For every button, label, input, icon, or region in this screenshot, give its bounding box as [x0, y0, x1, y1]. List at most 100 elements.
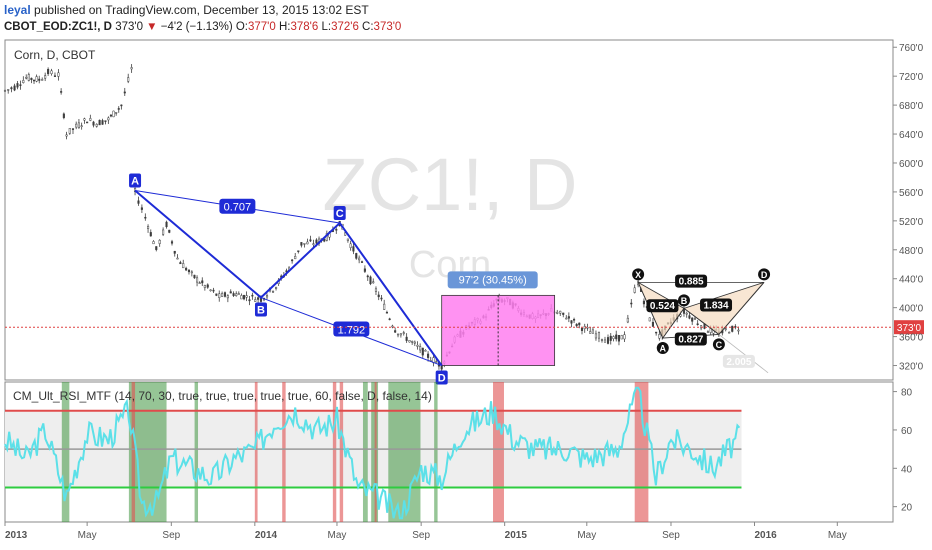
- rsi-tick-label: 80: [901, 388, 913, 399]
- change-value: −4'2 (−1.13%): [160, 21, 233, 33]
- candle-body: [109, 114, 113, 117]
- candle-body: [731, 325, 734, 332]
- candle-body: [642, 300, 645, 305]
- candle-body: [586, 327, 589, 329]
- candle-body: [385, 311, 388, 314]
- candle-body: [185, 267, 188, 271]
- abcd-pattern: 0.707 1.792 A B C D: [129, 173, 448, 385]
- candle-body: [206, 284, 209, 288]
- candle-body: [388, 318, 391, 321]
- candle-body: [13, 85, 16, 91]
- abcd-point-b-bg: [254, 302, 267, 317]
- candle-body: [609, 335, 612, 341]
- candle-body: [297, 250, 300, 252]
- candle-body: [291, 259, 294, 262]
- candle-body: [421, 347, 424, 356]
- rsi-tick-label: 20: [901, 503, 913, 514]
- abcd-ratio-ac: 0.707: [224, 202, 252, 214]
- candle-body: [594, 333, 598, 339]
- candle-body: [374, 288, 378, 292]
- candle-body: [165, 221, 168, 228]
- candle-body: [377, 294, 380, 298]
- candle-body: [98, 119, 101, 126]
- candle-body: [589, 331, 592, 334]
- candle-body: [312, 243, 315, 245]
- bat-point-x: X: [635, 270, 641, 280]
- candle-body: [182, 263, 185, 269]
- price-tick-label: 320'0: [899, 362, 924, 373]
- publisher-link[interactable]: leyal: [4, 3, 31, 17]
- candle-body: [435, 361, 438, 363]
- candle-body: [424, 350, 427, 352]
- abcd-zigzag: [134, 189, 443, 367]
- rsi-panel: [4, 382, 742, 522]
- time-tick-label: May: [78, 530, 97, 541]
- candle-body: [380, 297, 383, 300]
- candle-body: [68, 128, 71, 134]
- bat-ratio-4-bg: [722, 354, 755, 368]
- symbol-label: CBOT_EOD:ZC1!, D: [4, 21, 112, 33]
- candle-body: [300, 242, 303, 246]
- time-tick-label: 2014: [255, 530, 278, 541]
- candle-body: [626, 317, 629, 323]
- candle-body: [41, 79, 44, 81]
- candle-body: [413, 341, 416, 344]
- candle-body: [71, 128, 75, 130]
- candle-body: [38, 78, 41, 81]
- candle-body: [399, 333, 402, 336]
- candle-body: [25, 77, 28, 79]
- bat-ratio-1-bg: [675, 274, 708, 288]
- candle-body: [346, 238, 349, 241]
- candle-body: [152, 241, 155, 245]
- candle-body: [19, 84, 22, 86]
- candle-body: [65, 134, 68, 137]
- candle-body: [591, 329, 595, 334]
- candle-body: [112, 110, 115, 118]
- bat-ratio-3-bg: [674, 332, 707, 346]
- candle-body: [60, 91, 63, 93]
- price-tick-label: 640'0: [899, 130, 924, 141]
- candle-body: [315, 239, 318, 244]
- candle-body: [578, 322, 581, 326]
- rsi-overbought-band: [374, 382, 377, 522]
- candle-body: [251, 294, 254, 297]
- candle-body: [600, 339, 604, 341]
- candle-body: [623, 334, 626, 340]
- candle-body: [190, 271, 193, 274]
- price-tick-label: 440'0: [899, 275, 924, 286]
- candle-body: [360, 261, 364, 263]
- abcd-point-a: A: [131, 175, 139, 187]
- candle-body: [696, 323, 699, 326]
- rsi-overbought-band: [339, 382, 344, 522]
- candle-body: [265, 295, 269, 298]
- price-tick-label: 600'0: [899, 159, 924, 170]
- candle-body: [559, 310, 562, 314]
- close-label: C:: [362, 21, 374, 33]
- candle-body: [606, 337, 610, 344]
- last-price-line: 373'0: [5, 320, 924, 335]
- main-chart-title: Corn, D, CBOT: [14, 48, 96, 62]
- candle-body: [117, 108, 120, 110]
- candle-body: [620, 335, 623, 340]
- bat-point-b: B: [681, 296, 688, 306]
- main-grid: [4, 39, 894, 381]
- high-label: H:: [278, 21, 291, 33]
- candle-body: [115, 112, 118, 114]
- candle-body: [170, 241, 174, 244]
- bat-ratio-2-bg: [700, 298, 733, 312]
- candle-body: [47, 69, 50, 75]
- candle-body: [575, 323, 578, 327]
- abcd-point-c-bg: [333, 206, 346, 221]
- candle-body: [728, 331, 731, 334]
- low-label: L:: [321, 21, 332, 33]
- candle-body: [257, 297, 260, 300]
- candle-body: [198, 282, 201, 284]
- candle-body: [30, 77, 33, 80]
- projection-label: 97'2 (30.45%): [459, 274, 527, 286]
- publish-line: leyal published on TradingView.com, Dece…: [4, 3, 369, 17]
- bat-point-c-bg: [712, 338, 725, 351]
- candle-body: [427, 353, 430, 358]
- candle-body: [691, 317, 694, 322]
- candle-body: [615, 334, 618, 340]
- candle-body: [32, 79, 36, 82]
